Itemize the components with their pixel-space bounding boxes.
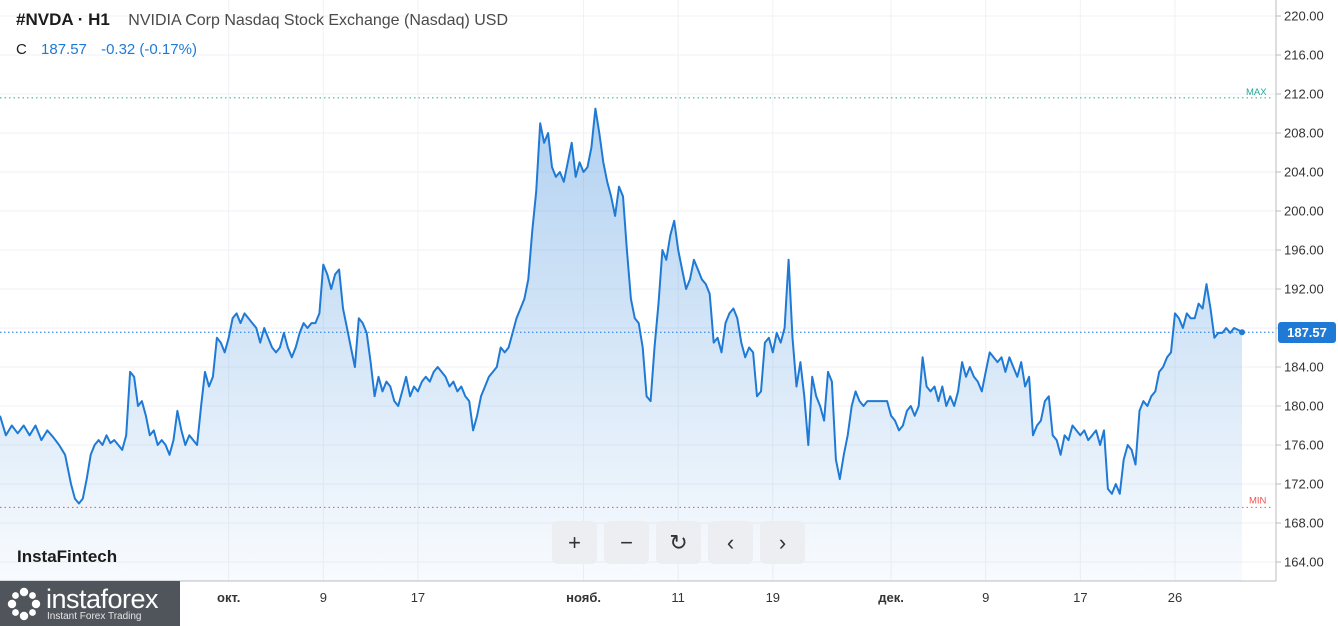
reset-icon: ↻ (669, 529, 688, 555)
x-tick-label: 19 (766, 590, 780, 605)
price-area (0, 108, 1242, 581)
brand-name: instaforex (46, 584, 159, 614)
x-tick-label: окт. (217, 590, 240, 605)
instrument-description: NVIDIA Corp Nasdaq Stock Exchange (Nasda… (128, 12, 509, 29)
x-tick-label: дек. (878, 590, 904, 605)
scroll-right-button[interactable]: › (760, 521, 805, 564)
last-price-point (1239, 329, 1245, 336)
scroll-left-button[interactable]: ‹ (708, 521, 753, 564)
quote-line: C 187.57 -0.32 (-0.17%) (16, 41, 207, 58)
x-tick-label: 17 (411, 590, 425, 605)
y-tick-label: 216.00 (1284, 48, 1324, 63)
y-tick-label: 220.00 (1284, 9, 1324, 24)
symbol-label: #NVDA · H1 (16, 10, 110, 29)
x-tick-label: 11 (671, 590, 685, 605)
reference-lines: MAX MIN (0, 87, 1276, 508)
y-tick-label: 172.00 (1284, 477, 1324, 492)
close-label: C (16, 41, 27, 58)
chevron-left-icon: ‹ (726, 529, 735, 555)
min-label: MIN (1249, 495, 1267, 506)
y-tick-label: 168.00 (1284, 516, 1324, 531)
y-tick-label: 184.00 (1284, 360, 1324, 375)
x-tick-label: 26 (1168, 590, 1182, 605)
series-marks (0, 107, 1245, 581)
reset-button[interactable]: ↻ (656, 521, 701, 564)
instaforex-logo-icon (7, 587, 41, 621)
max-label: MAX (1246, 87, 1267, 98)
y-tick-label: 208.00 (1284, 126, 1324, 141)
x-axis: окт. 9 17 нояб. 11 19 дек. 9 17 26 (0, 580, 1276, 605)
watermark-text: InstaFintech (17, 547, 118, 566)
y-tick-label: 192.00 (1284, 282, 1324, 297)
plus-icon: + (568, 529, 581, 555)
brand-banner[interactable]: instaforex Instant Forex Trading (0, 581, 180, 626)
y-tick-label: 212.00 (1284, 87, 1324, 102)
x-tick-label: 9 (982, 590, 989, 605)
last-price-badge: 187.57 (1278, 321, 1336, 343)
chart-header: #NVDA · H1 NVIDIA Corp Nasdaq Stock Exch… (16, 10, 508, 30)
zoom-in-button[interactable]: + (552, 521, 597, 564)
y-tick-label: 180.00 (1284, 399, 1324, 414)
brand-tagline: Instant Forex Trading (47, 611, 142, 622)
price-line (0, 107, 1243, 505)
y-tick-label: 164.00 (1284, 555, 1324, 570)
y-tick-label: 200.00 (1284, 204, 1324, 219)
close-price: 187.57 (41, 41, 87, 58)
chart-toolbar: + − ↻ ‹ › (552, 521, 805, 564)
price-change: -0.32 (-0.17%) (101, 41, 197, 58)
x-tick-label: 9 (320, 590, 327, 605)
y-tick-label: 176.00 (1284, 438, 1324, 453)
zoom-out-button[interactable]: − (604, 521, 649, 564)
x-tick-label: нояб. (566, 590, 601, 605)
y-tick-label: 196.00 (1284, 243, 1324, 258)
minus-icon: − (620, 529, 633, 555)
chevron-right-icon: › (778, 529, 787, 555)
y-axis: 220.00 216.00 212.00 208.00 204.00 200.00 196.… (1275, 0, 1324, 581)
x-tick-label: 17 (1073, 590, 1087, 605)
y-tick-label: 204.00 (1284, 165, 1324, 180)
